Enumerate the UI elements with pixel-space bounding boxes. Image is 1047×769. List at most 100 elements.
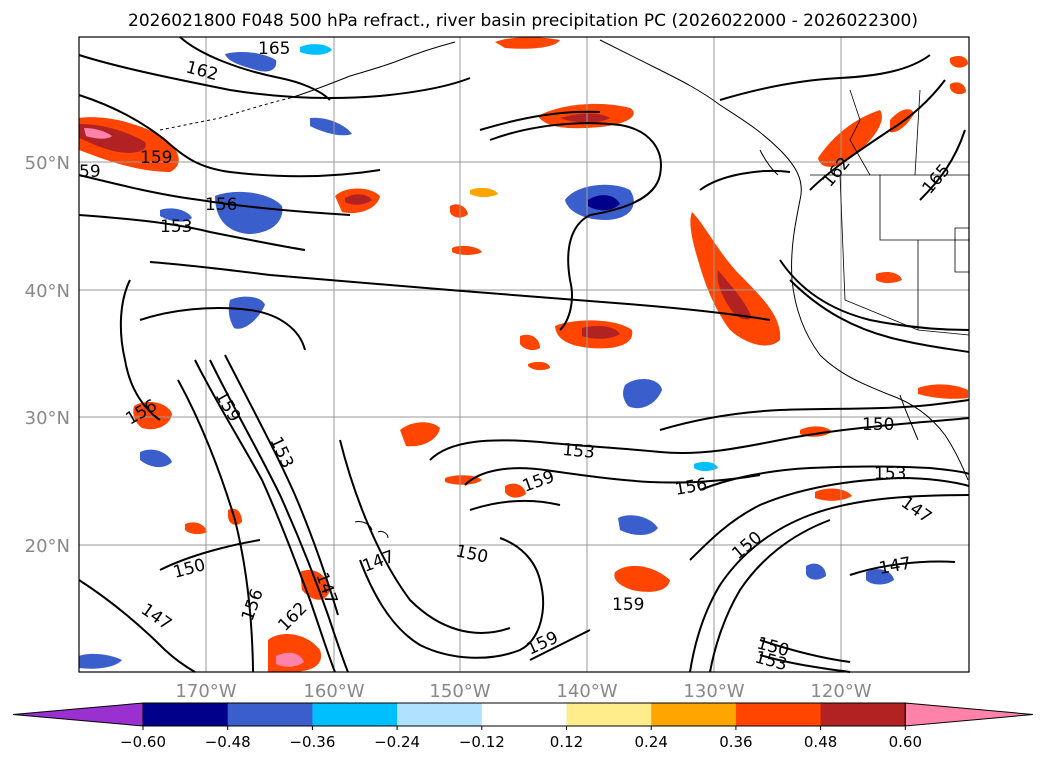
map-title: 2026021800 F048 500 hPa refract., river … [128,11,918,31]
lat-label-40n: 40°N [25,281,70,302]
lat-label-50n: 50°N [25,153,70,174]
colorbar-tick-label: 0.60 [889,733,922,751]
contour-153 [429,417,970,461]
contour-150 [659,399,970,431]
precip-anomaly [300,44,332,55]
colorbar: −0.60 −0.48 −0.36 −0.24 −0.12 0.12 0.24 0.36 0.4… [12,702,1034,751]
colorbar-tick-label: −0.36 [289,733,335,751]
precip-anomaly [582,326,620,339]
colorbar-tick-label: 0.24 [634,733,667,751]
precipitation-anomaly-fills [79,37,968,672]
hawaii-islands [354,521,373,531]
precip-anomaly [520,334,540,351]
contour-label: 165 [258,39,290,59]
precip-anomaly [717,270,752,320]
colorbar-segment [651,703,737,726]
aleutian-islands [159,97,291,131]
contour-150 [689,476,970,561]
precip-anomaly [276,652,304,667]
vancouver-island [759,149,779,176]
colorbar-tick-label: 0.48 [804,733,837,751]
lon-label-140w: 140°W [556,681,617,702]
precip-anomaly [160,208,192,222]
contour-labels: 165 162 159 156 153 156 159 153 150 147 … [79,39,955,675]
map-frame [78,36,970,673]
contour-label: 153 [160,217,192,237]
precip-anomaly [470,187,498,197]
map-plot-area: 165 162 159 156 153 156 159 153 150 147 … [78,36,970,675]
precip-anomaly [345,194,372,205]
refractivity-contours [78,36,970,673]
contour-147 [359,537,544,659]
contour-gulf-loop [489,122,662,331]
contour-147 [849,560,956,576]
precip-anomaly [690,212,781,346]
colorbar-segment [566,703,652,726]
contour-165 [919,129,966,201]
contour-label: 153 [562,440,596,463]
precip-anomaly [876,272,902,283]
lon-label-120w: 120°W [810,681,871,702]
coastlines [159,39,969,539]
colorbar-segment [312,703,398,726]
colorbar-tick-label: 0.12 [550,733,583,751]
political-borders [810,89,970,336]
colorbar-segment [481,703,567,726]
precip-anomaly [84,128,112,139]
precip-anomaly [228,296,265,329]
map-gridlines [79,37,969,672]
contour-label: 153 [874,464,906,484]
contour-159 [529,629,591,661]
contour-150 [689,494,970,673]
precip-anomaly [614,565,670,592]
contour-153 [759,654,851,673]
precip-anomaly [215,191,283,234]
contour-150 [339,439,511,634]
contour-147 [709,519,831,673]
precip-anomaly [918,384,968,399]
precip-anomaly [588,195,620,211]
contour-156 [78,174,351,216]
precip-anomaly [505,483,526,498]
colorbar-segment [735,703,822,726]
contour-150 [149,261,771,321]
contour-153 [78,214,306,251]
latitude-axis-labels: 50°N 40°N 30°N 20°N [25,153,70,557]
lon-label-170w: 170°W [175,681,236,702]
contour-150 [159,539,261,571]
contour-162 [719,54,931,101]
precip-anomaly [400,422,440,447]
colorbar-tick-label: −0.24 [374,733,420,751]
precip-anomaly [866,569,894,585]
precip-anomaly [806,563,826,580]
precip-anomaly [445,475,482,485]
lon-label-130w: 130°W [683,681,744,702]
contour-147 [119,279,161,421]
state-border [839,174,970,336]
contour-150 [779,259,970,331]
precip-anomaly [450,204,468,218]
contour-156 [209,359,349,673]
contour-153 [789,279,970,353]
lat-label-20n: 20°N [25,536,70,557]
colorbar-tick-label: −0.12 [459,733,505,751]
contour-162 [78,54,471,99]
map-background [79,37,969,672]
contour-159 [469,499,561,511]
colorbar-extend-min [12,702,144,727]
precip-anomaly [310,117,352,136]
contour-159 [479,110,601,131]
colorbar-segment [820,703,906,726]
colorbar-tick-label: 0.36 [719,733,752,751]
lon-label-150w: 150°W [429,681,490,702]
contour-150 [759,639,851,663]
colorbar-segment [143,703,229,726]
contour-label-clipped: 59 [79,162,101,182]
longitude-axis-labels: 170°W 160°W 150°W 140°W 130°W 120°W [175,681,871,702]
contour-label: 159 [612,595,644,615]
colorbar-segment [227,703,313,726]
colorbar-extend-max [904,702,1034,727]
precip-anomaly [495,37,560,49]
colorbar-segment [397,703,483,726]
